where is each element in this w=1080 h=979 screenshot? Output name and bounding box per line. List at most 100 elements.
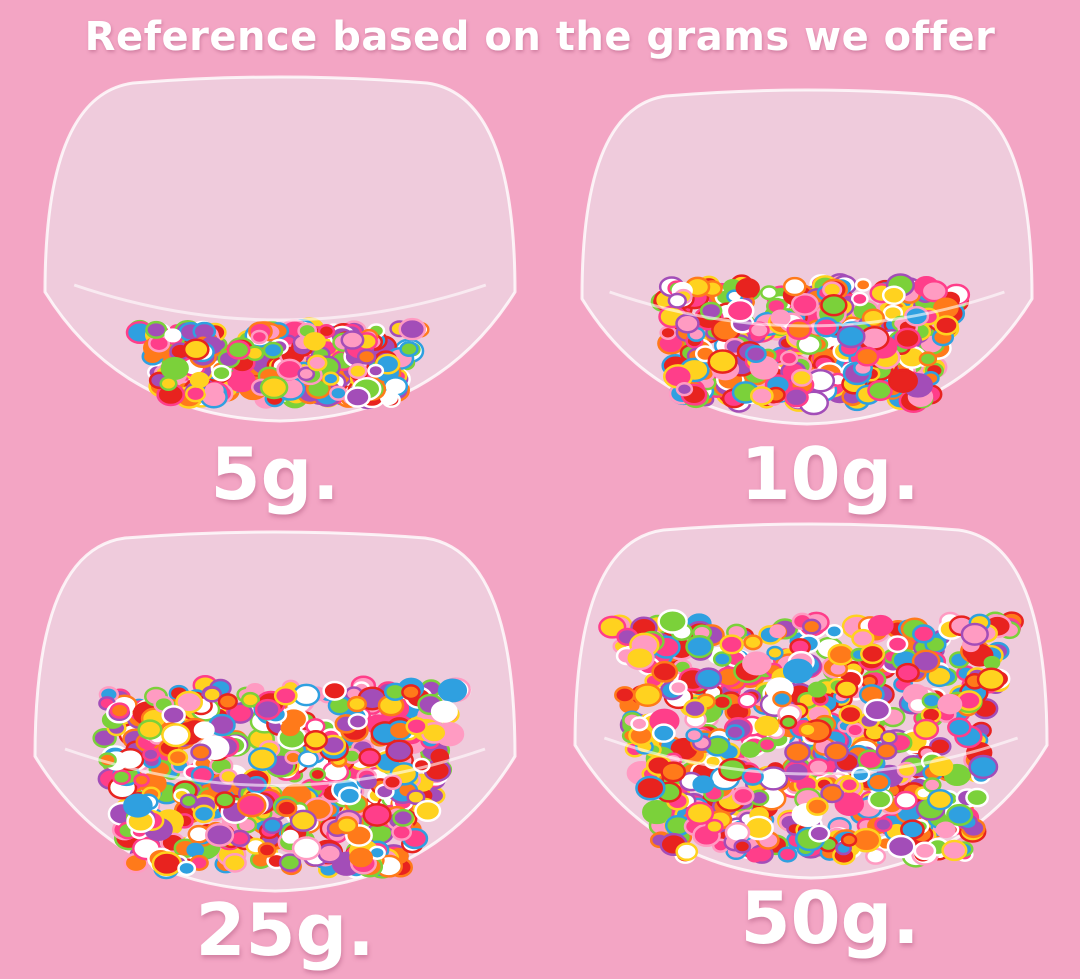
- bowl-rim-highlight: [73, 283, 487, 322]
- fruit-slice: [880, 730, 898, 745]
- fruit-slice: [222, 853, 247, 873]
- fruit-slice: [839, 777, 860, 793]
- fruit-slice: [659, 325, 677, 340]
- fruit-slice: [913, 718, 940, 740]
- fruit-slice: [875, 742, 898, 760]
- fruit-slice: [190, 743, 212, 761]
- fruit-slice: [835, 679, 859, 699]
- fruit-slice: [863, 698, 892, 722]
- fruit-slice: [145, 320, 168, 339]
- fruit-slice: [240, 691, 260, 708]
- fruit-slice: [760, 285, 779, 301]
- fruit-slice: [742, 651, 772, 676]
- fruit-slice: [322, 371, 340, 386]
- fruit-slice: [668, 679, 688, 696]
- fruit-slice: [303, 729, 328, 750]
- bowl-rim-highlight: [603, 736, 1019, 776]
- fruit-slice: [226, 340, 251, 360]
- fruit-slice: [250, 329, 269, 345]
- bowl-rim-highlight: [609, 290, 1005, 328]
- fruit-slice: [790, 368, 813, 387]
- fruit-slice: [392, 808, 415, 827]
- fruit-slice: [840, 833, 858, 847]
- fruit-slice: [405, 717, 428, 736]
- fruit-slice: [685, 634, 714, 659]
- fruit-slice: [808, 824, 831, 843]
- fruit-slice: [193, 721, 215, 739]
- fruit-slice: [675, 381, 694, 397]
- fruit-slice: [675, 313, 700, 334]
- fruit-slice: [745, 345, 767, 363]
- fruit-slice: [827, 643, 855, 666]
- fruit-slice: [784, 741, 811, 764]
- fruit-slice: [133, 773, 150, 788]
- fruit-slice: [749, 386, 774, 406]
- fruit-slice: [965, 787, 990, 808]
- fruit-slice: [367, 363, 385, 378]
- fruit-slice: [779, 350, 799, 366]
- fruit-slice: [309, 767, 326, 782]
- fruit-slice: [724, 822, 751, 843]
- fruit-slice: [867, 789, 893, 810]
- fruit-slice: [783, 761, 811, 783]
- fruit-slice: [651, 660, 679, 683]
- label-10g: 10g.: [740, 432, 920, 516]
- fruit-slice: [185, 385, 207, 403]
- fruit-slice: [735, 278, 760, 298]
- fruit-slice: [836, 324, 866, 349]
- fruit-slice: [983, 655, 1001, 670]
- headline: Reference based on the grams we offer: [84, 14, 996, 60]
- fruit-slice: [779, 715, 798, 730]
- fruit-slice: [340, 330, 365, 350]
- fruit-slice: [151, 851, 183, 877]
- fruit-slice: [192, 804, 216, 824]
- fruit-slice: [667, 292, 687, 309]
- fruit-slice: [911, 649, 941, 673]
- fruit-slice: [857, 749, 884, 771]
- fruit-slice: [824, 741, 849, 762]
- fruit-slice: [307, 354, 328, 372]
- fruit-slice: [289, 809, 317, 832]
- fruit-slice: [161, 723, 191, 748]
- fruit-slice: [182, 338, 210, 361]
- fruit-slice: [692, 775, 715, 794]
- fruit-slice: [782, 658, 814, 684]
- fruit-slice: [712, 694, 733, 711]
- fruit-slice: [398, 317, 427, 341]
- fruit-slice: [414, 799, 442, 822]
- fruit-slice: [257, 842, 277, 858]
- fruit-slice: [399, 341, 419, 357]
- fruit-slice: [211, 364, 232, 382]
- fruit-slice: [189, 371, 210, 388]
- fruit-slice: [625, 645, 655, 671]
- fruit-slice: [895, 662, 920, 683]
- fruit-slice: [854, 277, 872, 292]
- fruit-slice: [888, 368, 918, 394]
- fruit-slice: [790, 293, 819, 316]
- fruit-slice: [685, 727, 704, 743]
- fruit-slice: [329, 385, 348, 401]
- fruit-slice: [362, 803, 392, 827]
- fruit-slice: [356, 348, 377, 365]
- fruit-slice: [164, 328, 182, 343]
- fruit-slice: [278, 853, 302, 872]
- fruit-slice: [850, 291, 869, 307]
- fruit-slice: [770, 309, 791, 327]
- fruit-slice: [683, 698, 707, 719]
- fruit-slice: [297, 750, 319, 768]
- fruit-slice: [642, 799, 672, 825]
- fruit-slice: [867, 614, 894, 637]
- fruit-slice: [695, 667, 723, 690]
- fruit-slice: [913, 841, 937, 861]
- fruit-slice: [338, 786, 362, 806]
- fruit-slice: [807, 681, 827, 698]
- fruit-slice: [280, 719, 301, 737]
- fruit-slice: [855, 346, 880, 367]
- label-5g: 5g.: [210, 432, 340, 516]
- fruit-slice: [918, 351, 938, 367]
- fruit-slice: [177, 860, 197, 877]
- fruit-slice: [867, 772, 891, 792]
- fruit-slice: [941, 839, 968, 862]
- fruit-slice: [834, 791, 865, 816]
- fruit-slice: [347, 713, 368, 730]
